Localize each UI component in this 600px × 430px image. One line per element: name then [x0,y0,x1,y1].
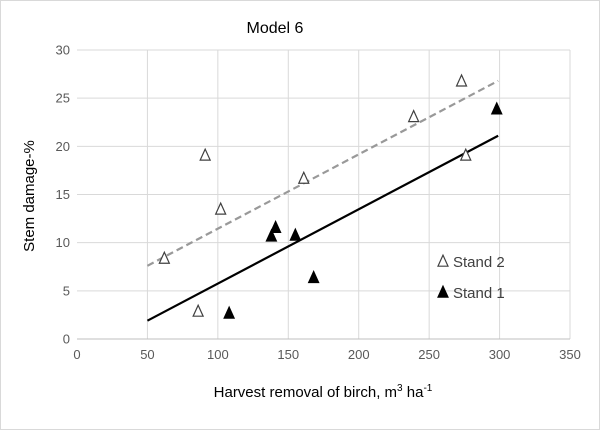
y-axis-title: Stem damage-% [21,140,38,252]
y-tick-label: 30 [56,43,70,58]
x-tick-label: 0 [73,347,80,362]
y-tick-label: 5 [63,283,70,298]
stand-1-trendline [146,134,499,322]
y-tick-label: 15 [56,187,70,202]
stand-2-point [407,109,420,123]
data-points [158,73,503,319]
stand-2-point [297,170,310,184]
stand-2-point [214,201,227,215]
stand-1-point [490,101,503,115]
y-tick-label: 25 [56,91,70,106]
trendlines [146,79,499,322]
stand-1-point [307,270,320,284]
stand-2-point [455,73,468,87]
stand-1-legend-label: Stand 1 [453,285,505,302]
stand-2-legend-marker [437,253,449,267]
x-tick-label: 50 [140,347,154,362]
gridlines [77,49,571,340]
x-tick-label: 200 [348,347,370,362]
y-tick-label: 10 [56,235,70,250]
stand-2-point [158,250,171,264]
y-tick-label: 0 [63,332,70,347]
chart-title: Model 6 [247,20,304,37]
y-tick-label: 20 [56,139,70,154]
stand-1-point [265,228,278,242]
stand-1-point [223,305,236,319]
stand-2-trendline [146,79,499,267]
stand-1-legend-marker [437,284,449,298]
x-tick-label: 300 [489,347,511,362]
x-axis-title: Harvest removal of birch, m3 ha-1 [214,383,433,401]
stand-2-point [199,147,212,161]
x-tick-label: 100 [207,347,229,362]
x-tick-label: 250 [418,347,440,362]
legend: Stand 2 Stand 1 [437,253,505,302]
stand-2-point [459,147,472,161]
x-tick-label: 350 [559,347,581,362]
stand-1-point [289,227,302,241]
stand-1-point [269,219,282,233]
stand-2-legend-label: Stand 2 [453,254,505,271]
x-tick-label: 150 [277,347,299,362]
stand-2-point [192,303,205,317]
